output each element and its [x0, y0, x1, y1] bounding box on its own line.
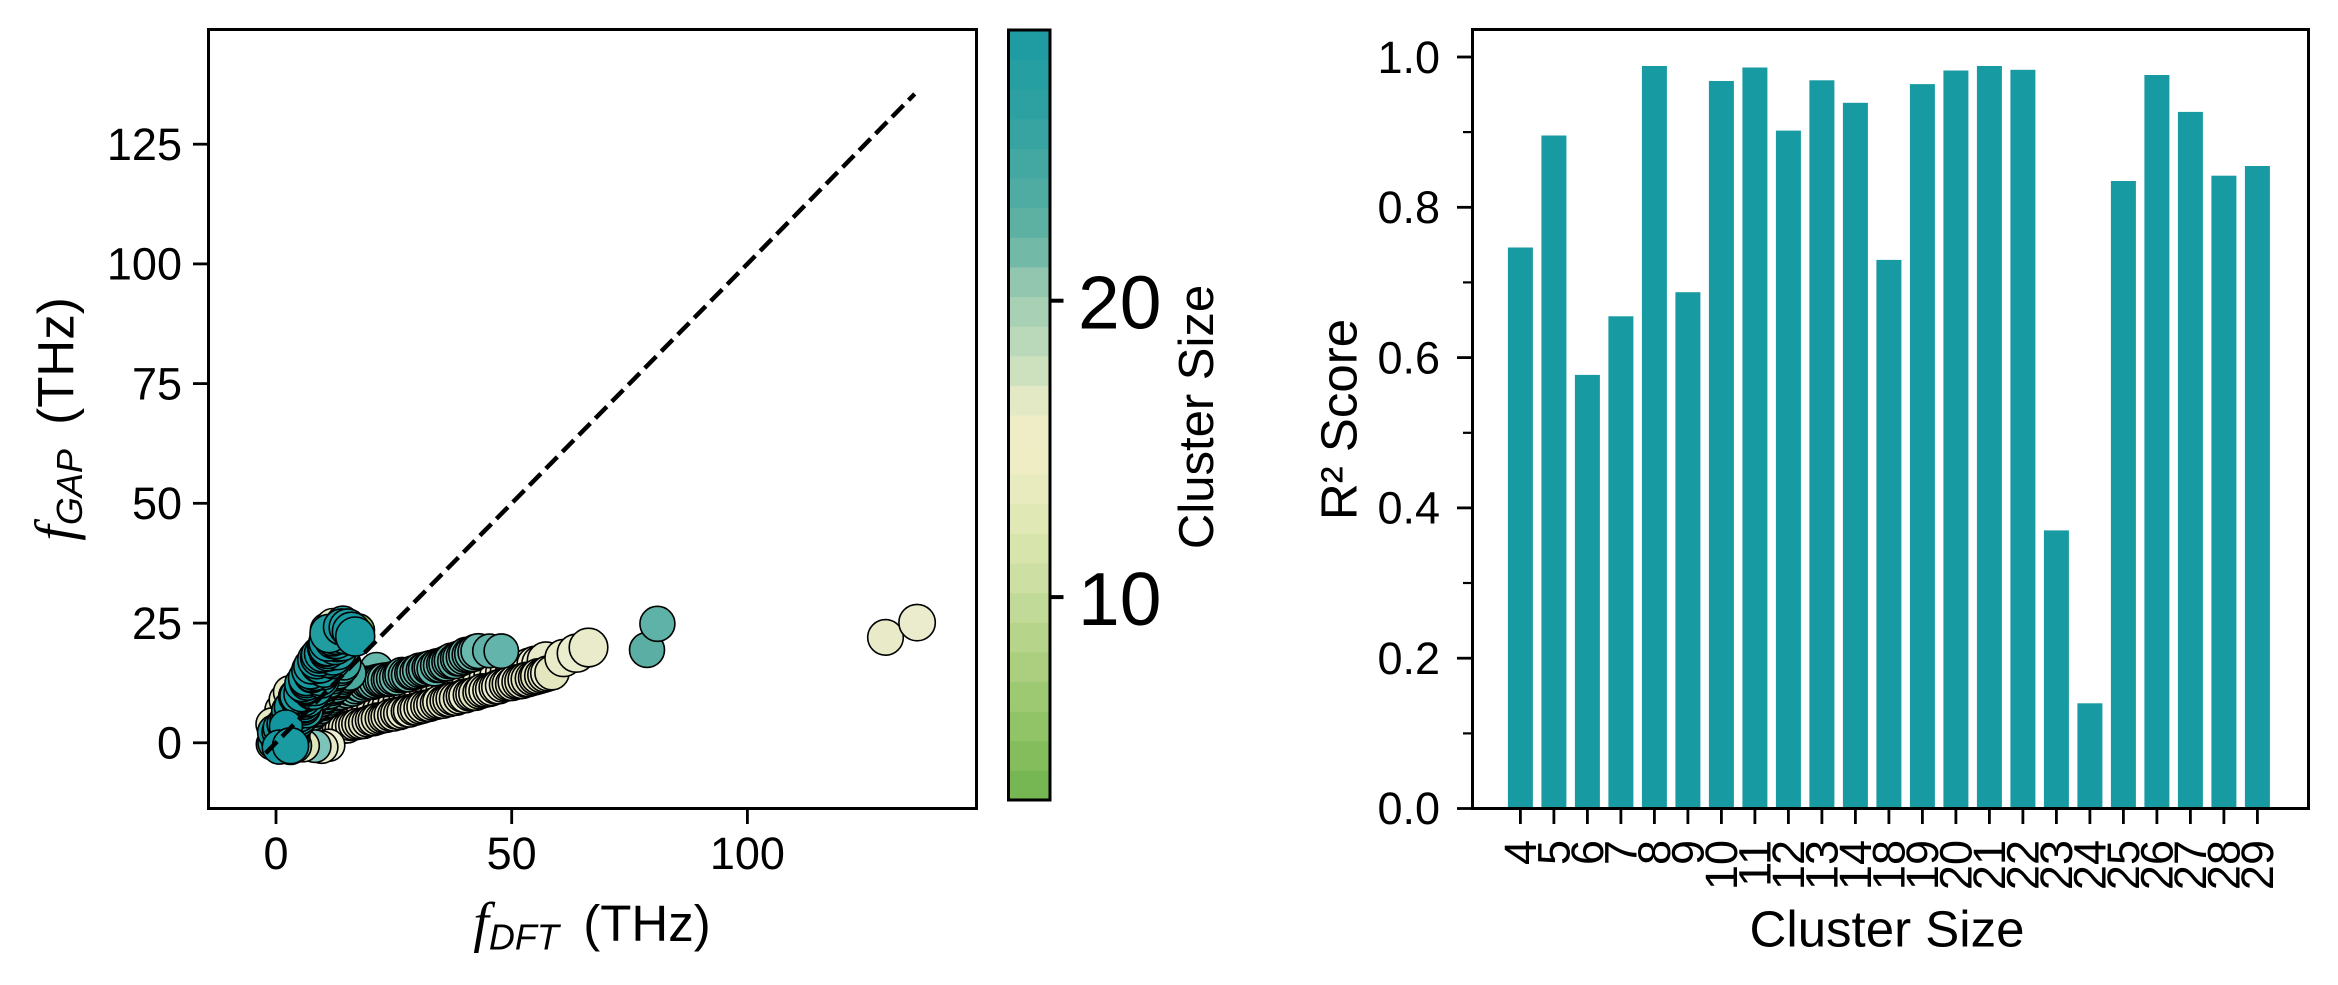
svg-text:9: 9: [1663, 840, 1714, 865]
svg-text:50: 50: [487, 828, 537, 879]
svg-text:27: 27: [2165, 840, 2216, 890]
svg-text:125: 125: [107, 119, 182, 170]
svg-text:26: 26: [2132, 840, 2183, 890]
svg-text:20: 20: [1078, 261, 1161, 345]
svg-text:0.0: 0.0: [1377, 783, 1440, 834]
svg-text:75: 75: [132, 358, 182, 409]
svg-text:10: 10: [1696, 840, 1747, 890]
svg-text:100: 100: [107, 239, 182, 290]
svg-text:22: 22: [1998, 840, 2049, 890]
svg-text:1.0: 1.0: [1377, 32, 1440, 83]
svg-text:fGAP (THz): fGAP (THz): [25, 297, 91, 540]
svg-text:50: 50: [132, 478, 182, 529]
svg-text:23: 23: [2031, 840, 2082, 890]
svg-text:12: 12: [1763, 840, 1814, 890]
svg-text:29: 29: [2232, 840, 2283, 890]
svg-text:13: 13: [1797, 840, 1848, 890]
svg-text:11: 11: [1730, 840, 1781, 887]
svg-text:0.6: 0.6: [1377, 332, 1440, 383]
svg-text:24: 24: [2065, 840, 2116, 890]
svg-text:R² Score: R² Score: [1311, 319, 1368, 520]
svg-text:0.8: 0.8: [1377, 182, 1440, 233]
svg-text:0: 0: [157, 718, 182, 769]
svg-text:20: 20: [1931, 840, 1982, 890]
svg-text:0.4: 0.4: [1377, 483, 1440, 534]
svg-text:0: 0: [263, 828, 288, 879]
svg-text:25: 25: [2098, 840, 2149, 890]
svg-text:Cluster Size: Cluster Size: [1750, 901, 2025, 958]
svg-text:Cluster Size: Cluster Size: [1170, 285, 1224, 549]
svg-text:10: 10: [1078, 557, 1161, 641]
svg-text:0.2: 0.2: [1377, 633, 1440, 684]
svg-text:6: 6: [1562, 840, 1613, 865]
svg-text:7: 7: [1596, 840, 1647, 865]
svg-text:4: 4: [1495, 840, 1546, 865]
svg-text:28: 28: [2199, 840, 2250, 890]
svg-text:19: 19: [1897, 840, 1948, 890]
svg-text:8: 8: [1629, 840, 1680, 865]
svg-text:5: 5: [1529, 840, 1580, 865]
svg-text:25: 25: [132, 598, 182, 649]
svg-text:14: 14: [1830, 840, 1881, 890]
svg-text:21: 21: [1964, 840, 2015, 890]
svg-text:100: 100: [710, 828, 785, 879]
svg-text:18: 18: [1864, 840, 1915, 890]
